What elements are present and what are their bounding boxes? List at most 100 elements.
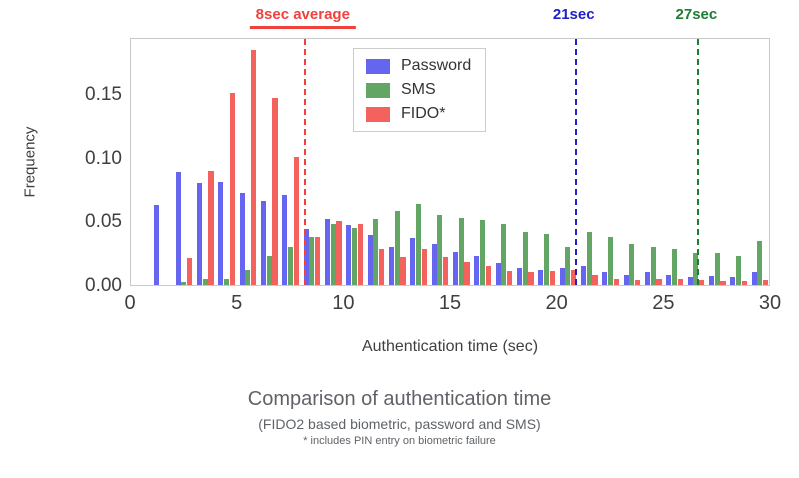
bar-password-x10 [346,225,352,285]
bar-fido-x8 [315,236,321,285]
bar-sms-x24 [650,246,656,285]
bar-password-x26 [687,277,693,285]
caption: Comparison of authentication time (FIDO2… [0,388,799,447]
bar-sms-x3 [202,278,208,285]
legend-swatch-icon [366,58,390,74]
vline-annotations: 8sec average 21sec 27sec [130,0,770,38]
bar-password-x16 [474,255,480,285]
bar-sms-x17 [501,223,507,285]
legend-item-sms: SMS [366,81,471,99]
bar-fido-x11 [379,249,385,285]
bar-sms-x27 [714,253,720,285]
bar-sms-x12 [394,211,400,285]
bar-fido-x27 [720,281,726,285]
y-tick: 0.00 [85,275,122,296]
bar-sms-x6 [266,255,272,285]
bar-password-x19 [538,269,544,285]
bar-fido-x26 [699,279,705,285]
x-tick: 0 [124,292,136,314]
bar-fido-x25 [677,278,683,285]
bar-password-x17 [495,263,501,285]
bar-sms-x8 [309,236,315,285]
bar-fido-x16 [485,265,491,285]
vline-21sec [574,39,577,285]
legend-label: FIDO* [401,105,446,122]
bar-fido-x4 [229,92,235,285]
bar-fido-x24 [656,278,662,285]
bar-password-x5 [239,193,245,285]
bar-password-x29 [751,272,757,285]
bar-sms-x10 [352,227,358,285]
bar-password-x3 [196,183,203,285]
bar-password-x24 [644,272,651,285]
bar-sms-x5 [245,269,251,285]
caption-footnote: * includes PIN entry on biometric failur… [303,435,496,447]
bar-password-x8 [303,229,309,285]
bar-sms-x19 [544,234,550,285]
bar-password-x11 [367,235,373,285]
bar-fido-x12 [400,257,406,285]
bar-password-x1 [154,204,160,285]
bar-password-x12 [388,246,395,285]
vline-label: 21sec [552,6,595,23]
y-tick-labels: 0.00 0.05 0.10 0.15 [58,38,122,296]
bar-sms-x22 [608,236,614,285]
x-tick: 5 [231,292,243,314]
bar-password-x20 [559,268,565,285]
bar-password-x4 [218,182,224,285]
legend-label: SMS [401,81,436,98]
bar-sms-x20 [565,246,571,285]
bar-password-x9 [324,218,331,285]
bar-password-x2 [175,171,181,285]
bar-fido-x23 [635,279,641,285]
vline-8sec-average [303,39,306,285]
bar-password-x22 [602,272,608,285]
bar-sms-x15 [458,217,464,285]
bar-password-x27 [708,276,715,285]
bar-password-x13 [410,237,416,285]
bar-sms-x16 [480,220,486,285]
x-tick: 15 [438,292,462,314]
x-tick-labels: 0 5 10 15 20 25 30 [124,292,781,318]
bar-password-x15 [452,251,459,285]
bar-password-x25 [666,274,672,285]
x-tick: 25 [652,292,675,314]
bar-fido-x10 [357,223,363,285]
bar-fido-x6 [272,98,278,285]
bar-sms-x18 [522,231,528,285]
bar-fido-x18 [528,272,534,285]
y-tick: 0.05 [85,211,122,233]
bar-password-x23 [623,274,629,285]
bar-sms-x14 [437,215,443,285]
bar-fido-x20 [571,269,577,285]
x-tick: 10 [332,292,355,314]
bar-fido-x15 [464,262,470,285]
y-axis-title: Frequency [21,126,39,198]
caption-title: Comparison of authentication time [247,388,552,410]
bar-fido-x22 [613,278,619,285]
bar-sms-x23 [629,244,635,285]
bar-fido-x3 [208,170,214,285]
vline-label: 27sec [675,6,718,23]
bar-password-x6 [260,201,267,285]
bar-sms-x21 [586,231,592,285]
bar-sms-x4 [224,278,230,285]
bar-password-x18 [516,268,523,285]
legend-swatch-icon [366,82,390,98]
bar-sms-x13 [416,203,422,285]
bar-fido-x17 [507,271,513,285]
bar-sms-x2 [181,282,187,285]
legend-swatch-icon [366,106,390,122]
y-tick: 0.15 [85,84,122,106]
y-tick: 0.10 [85,147,122,169]
bar-sms-x25 [672,249,678,285]
bar-fido-x21 [592,274,598,285]
bar-fido-x19 [549,271,555,285]
bar-fido-x9 [336,221,342,285]
bar-sms-x11 [373,218,379,285]
bar-password-x21 [580,265,587,285]
bar-sms-x26 [693,253,699,285]
vline-label: 8sec average [249,6,356,29]
bar-password-x7 [282,194,288,285]
